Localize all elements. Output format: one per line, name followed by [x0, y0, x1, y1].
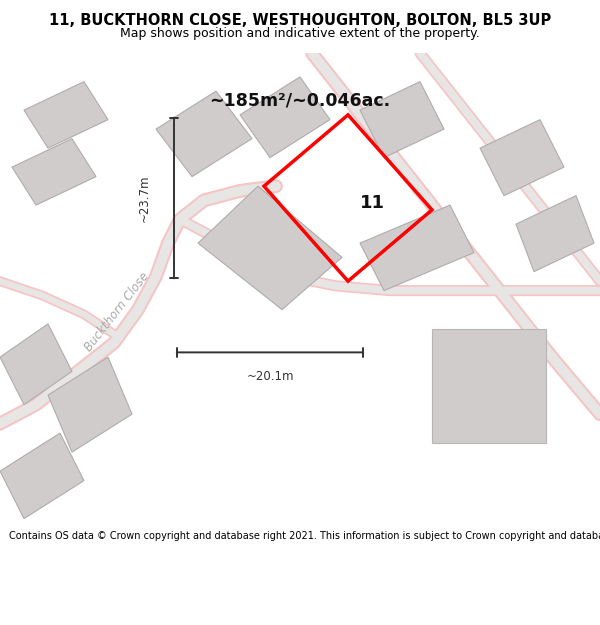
Polygon shape: [24, 82, 108, 148]
Polygon shape: [360, 82, 444, 158]
Polygon shape: [198, 186, 342, 309]
Polygon shape: [156, 91, 252, 177]
Polygon shape: [48, 357, 132, 452]
Text: Contains OS data © Crown copyright and database right 2021. This information is : Contains OS data © Crown copyright and d…: [9, 531, 600, 541]
Text: 11, BUCKTHORN CLOSE, WESTHOUGHTON, BOLTON, BL5 3UP: 11, BUCKTHORN CLOSE, WESTHOUGHTON, BOLTO…: [49, 13, 551, 28]
Polygon shape: [432, 329, 546, 442]
Polygon shape: [516, 196, 594, 272]
Polygon shape: [0, 324, 72, 404]
Polygon shape: [360, 205, 474, 291]
Text: ~23.7m: ~23.7m: [137, 174, 151, 222]
Text: ~185m²/~0.046ac.: ~185m²/~0.046ac.: [209, 92, 391, 109]
Polygon shape: [0, 433, 84, 519]
Polygon shape: [12, 139, 96, 205]
Text: Map shows position and indicative extent of the property.: Map shows position and indicative extent…: [120, 27, 480, 40]
Text: 11: 11: [359, 194, 385, 212]
Polygon shape: [480, 119, 564, 196]
Text: ~20.1m: ~20.1m: [246, 369, 294, 382]
Text: Buckthorn Close: Buckthorn Close: [82, 270, 152, 354]
Polygon shape: [240, 77, 330, 158]
